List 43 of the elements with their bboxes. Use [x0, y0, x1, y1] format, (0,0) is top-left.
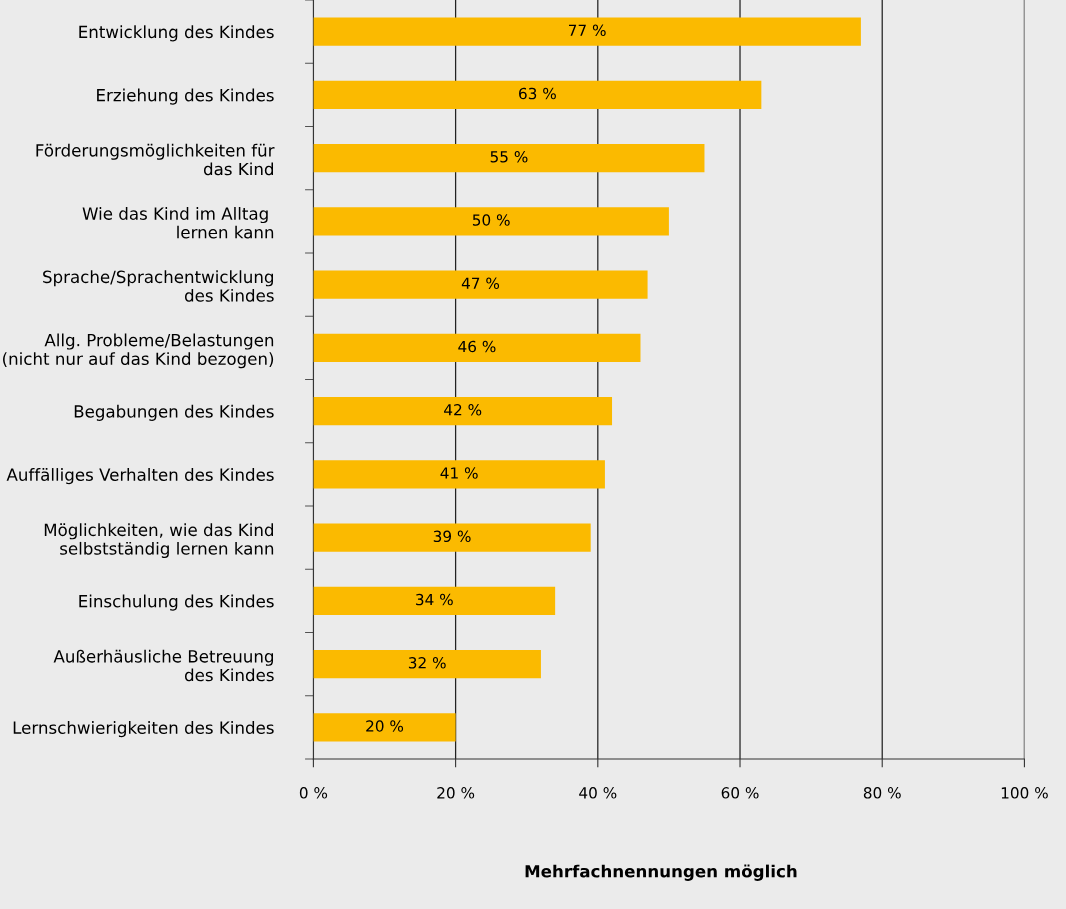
bar — [313, 523, 591, 552]
x-tick-label: 80 % — [863, 787, 901, 799]
text: Mehrfachnennungen möglich — [525, 864, 797, 881]
bar — [313, 713, 456, 742]
y-tick-label: Wie das Kind im Alltag lernen kann — [82, 206, 274, 239]
bar — [313, 396, 613, 426]
data-label: 55 % — [490, 151, 528, 163]
bar — [313, 17, 861, 46]
data-label: 32 % — [408, 657, 446, 669]
data-label: 20 % — [366, 720, 404, 732]
data-label: 46 % — [458, 340, 496, 353]
y-tick-label: Begabungen des Kindes — [74, 404, 274, 421]
data-label: 39 % — [433, 530, 471, 543]
y-tick-label: Förderungsmöglichkeiten für das Kind — [36, 143, 275, 176]
y-tick-label: Sprache/Sprachentwicklung des Kindes — [43, 270, 274, 302]
y-tick-label: Lernschwierigkeiten des Kindes — [13, 721, 274, 738]
y-tick-label: Möglichkeiten, wie das Kind selbstständig lernen kann — [44, 523, 274, 559]
bar — [313, 207, 669, 236]
bar — [313, 80, 762, 110]
data-label: 47 % — [461, 277, 500, 290]
y-tick-label: Erziehung des Kindes — [97, 88, 274, 105]
data-label: 42 % — [444, 404, 482, 416]
y-tick-label: Einschulung des Kindes — [79, 594, 274, 611]
x-tick-label: 60 % — [721, 787, 759, 799]
bar — [313, 333, 641, 363]
x-tick-label: 20 % — [437, 787, 475, 799]
x-tick-label: 40 % — [579, 787, 617, 799]
y-tick-label: Entwicklung des Kindes — [79, 25, 274, 42]
bar — [313, 143, 705, 173]
data-label: 77 % — [568, 24, 606, 37]
bar — [313, 460, 605, 489]
data-label: 63 % — [519, 87, 556, 100]
y-tick-label: Allg. Probleme/Belastungen (nicht nur auf das Kind bezogen) — [3, 333, 274, 369]
y-tick-label: Auffälliges Verhalten des Kindes — [6, 468, 274, 485]
x-tick-label: 0 % — [299, 787, 328, 799]
data-label: 41 % — [440, 467, 478, 479]
data-label: 34 % — [416, 593, 453, 606]
data-label: 50 % — [472, 214, 510, 226]
y-tick-label: Außerhäusliche Betreuung des Kindes — [53, 649, 274, 682]
x-tick-label: 100 % — [1001, 787, 1048, 799]
bar — [313, 270, 648, 299]
bar — [313, 649, 541, 679]
bar — [313, 586, 556, 616]
